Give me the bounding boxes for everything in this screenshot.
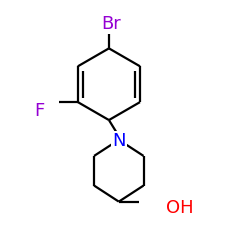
Text: N: N: [112, 132, 126, 150]
Text: F: F: [34, 102, 45, 120]
Text: Br: Br: [102, 15, 121, 33]
Text: OH: OH: [166, 199, 193, 217]
